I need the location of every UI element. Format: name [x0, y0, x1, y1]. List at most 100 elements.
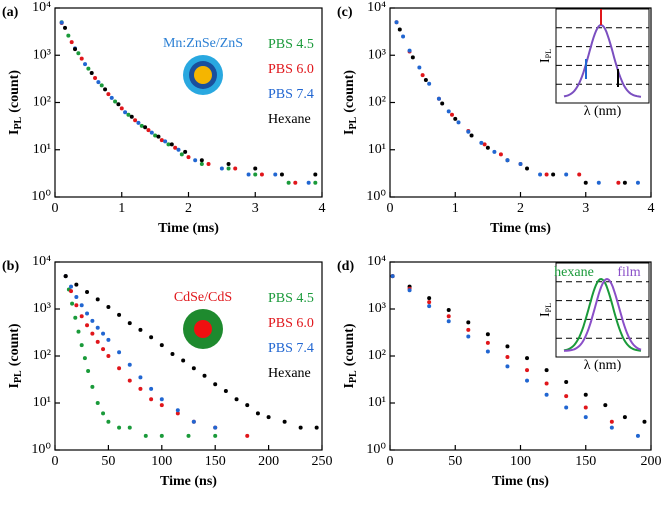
data-point — [427, 304, 432, 309]
data-point — [255, 411, 260, 416]
data-point — [143, 125, 148, 130]
data-point — [609, 425, 614, 430]
panel-label: (d) — [337, 259, 354, 274]
data-point — [199, 158, 204, 163]
data-point — [103, 87, 108, 92]
data-point — [123, 110, 128, 115]
data-point — [397, 27, 402, 32]
x-tick-label: 2 — [185, 201, 192, 216]
data-point — [245, 433, 250, 438]
data-point — [186, 433, 191, 438]
data-point — [139, 123, 144, 128]
data-point — [90, 384, 95, 389]
y-tick-label: 10³ — [33, 47, 51, 62]
data-point — [469, 133, 474, 138]
y-tick-label: 10⁰ — [31, 442, 51, 457]
y-label-sub: PL — [13, 116, 24, 129]
data-point — [273, 172, 278, 177]
data-point — [127, 378, 132, 383]
data-point — [169, 142, 174, 147]
data-point — [69, 40, 74, 45]
data-point — [482, 142, 487, 147]
y-tick-label: 10² — [33, 95, 51, 110]
inset-y-main: I — [538, 58, 553, 63]
inset-spectrum — [563, 277, 642, 352]
data-point — [564, 172, 569, 177]
data-point — [179, 152, 184, 157]
x-tick-label: 50 — [448, 454, 462, 469]
data-point — [175, 411, 180, 416]
data-point — [73, 315, 78, 320]
data-point — [449, 112, 454, 117]
data-point — [485, 332, 490, 337]
data-point — [146, 128, 151, 133]
data-point — [99, 83, 104, 88]
data-point — [213, 433, 218, 438]
data-point — [525, 166, 530, 171]
x-tick-label: 0 — [387, 454, 394, 469]
data-point — [63, 274, 68, 279]
data-point — [407, 288, 412, 293]
data-point — [70, 301, 75, 306]
data-point — [466, 129, 471, 134]
data-point — [117, 350, 122, 355]
data-point — [390, 274, 395, 279]
data-point — [202, 373, 207, 378]
y-label-main: I — [342, 130, 357, 135]
y-label-sub: PL — [348, 370, 359, 383]
data-point — [213, 382, 218, 387]
y-tick-label: 10³ — [368, 47, 386, 62]
data-point — [126, 112, 131, 117]
data-point — [564, 394, 569, 399]
data-point — [117, 366, 122, 371]
x-tick-label: 4 — [319, 201, 326, 216]
y-tick-label: 10² — [368, 95, 386, 110]
data-point — [226, 161, 231, 166]
data-point — [63, 25, 68, 30]
panel-label: (a) — [2, 5, 19, 20]
data-point — [138, 375, 143, 380]
data-point — [583, 392, 588, 397]
data-point — [127, 362, 132, 367]
data-point — [159, 403, 164, 408]
data-point — [73, 47, 78, 52]
x-tick-label: 1 — [118, 201, 125, 216]
data-point — [66, 33, 71, 38]
data-point — [159, 343, 164, 348]
x-tick-label: 250 — [312, 454, 333, 469]
x-tick-label: 150 — [575, 454, 596, 469]
data-point — [181, 358, 186, 363]
y-label-sub: PL — [348, 116, 359, 129]
data-point — [635, 180, 640, 185]
data-point — [485, 145, 490, 150]
data-point — [279, 172, 284, 177]
data-point — [583, 180, 588, 185]
data-point — [466, 320, 471, 325]
x-tick-label: 0 — [52, 201, 59, 216]
data-point — [223, 389, 228, 394]
data-point — [453, 116, 458, 121]
data-point — [106, 305, 111, 310]
x-tick-label: 50 — [101, 454, 115, 469]
inset-curve-label: hexane — [554, 265, 594, 280]
data-point — [127, 321, 132, 326]
data-point — [95, 401, 100, 405]
data-point — [253, 166, 258, 171]
data-point — [74, 295, 79, 300]
data-point — [622, 415, 627, 420]
data-point — [129, 114, 134, 119]
data-point — [176, 147, 181, 152]
y-label-sub: PL — [13, 370, 24, 383]
data-point — [90, 318, 95, 323]
data-point — [226, 166, 231, 171]
data-point — [293, 180, 298, 185]
data-point — [544, 172, 549, 177]
data-point — [85, 323, 90, 328]
data-point — [544, 392, 549, 397]
inset-spectrum — [563, 278, 642, 352]
data-point — [427, 296, 432, 301]
y-axis-label: IPL (count) — [342, 323, 359, 388]
data-point — [446, 308, 451, 313]
data-point — [505, 158, 510, 163]
data-point — [622, 180, 627, 185]
